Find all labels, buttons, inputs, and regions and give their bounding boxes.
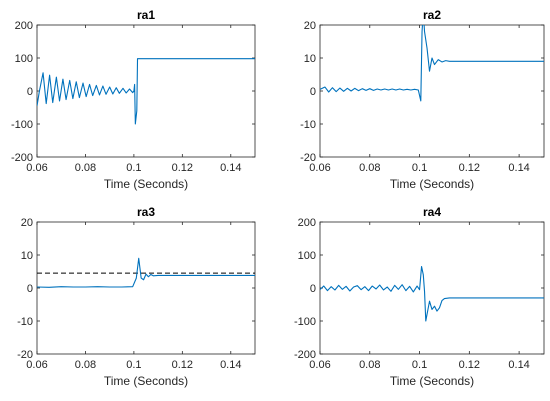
y-tick-label: 10 bbox=[304, 53, 316, 65]
series-line bbox=[320, 265, 544, 322]
axes-box bbox=[36, 24, 256, 158]
y-tick-label: 0 bbox=[310, 283, 316, 295]
x-axis-label: Time (Seconds) bbox=[390, 374, 474, 388]
x-tick-label: 0.12 bbox=[172, 162, 193, 174]
y-tick-label: -200 bbox=[11, 152, 33, 164]
series-line bbox=[37, 257, 255, 288]
y-tick-label: 10 bbox=[21, 250, 33, 262]
x-axis-label: Time (Seconds) bbox=[104, 374, 188, 388]
x-tick-label: 0.14 bbox=[508, 162, 529, 174]
y-tick-label: 0 bbox=[310, 86, 316, 98]
x-tick-label: 0.08 bbox=[75, 359, 96, 371]
x-tick-label: 0.06 bbox=[26, 359, 47, 371]
y-tick-label: 20 bbox=[304, 20, 316, 32]
chart-title: ra1 bbox=[137, 8, 155, 22]
x-tick-label: 0.06 bbox=[26, 162, 47, 174]
x-tick-label: 0.14 bbox=[220, 162, 241, 174]
x-tick-label: 0.1 bbox=[412, 162, 427, 174]
x-tick-label: 0.14 bbox=[220, 359, 241, 371]
axes-box bbox=[319, 221, 545, 355]
y-tick-label: -200 bbox=[294, 349, 316, 361]
subplot-ra1: ra1 0.06 0.08 0.1 0.12 0.14 -200 -100 0 100 200 Tim… bbox=[11, 8, 256, 191]
subplot-ra3: ra3 0.06 0.08 0.1 0.12 0.14 -20 -10 0 10 20 Time (S… bbox=[17, 205, 256, 388]
y-tick-label: 200 bbox=[298, 217, 316, 229]
chart-title: ra3 bbox=[137, 205, 155, 219]
x-tick-label: 0.06 bbox=[309, 162, 330, 174]
x-tick-label: 0.1 bbox=[126, 162, 141, 174]
chart-title: ra2 bbox=[423, 8, 441, 22]
x-tick-label: 0.1 bbox=[412, 359, 427, 371]
axes-box bbox=[319, 24, 545, 158]
y-tick-label: 0 bbox=[27, 86, 33, 98]
y-tick-label: 100 bbox=[298, 250, 316, 262]
x-tick-label: 0.12 bbox=[172, 359, 193, 371]
x-tick-label: 0.14 bbox=[508, 359, 529, 371]
y-tick-label: 20 bbox=[21, 217, 33, 229]
x-tick-label: 0.12 bbox=[459, 162, 480, 174]
y-tick-label: -10 bbox=[300, 119, 316, 131]
x-tick-label: 0.08 bbox=[359, 162, 380, 174]
subplot-ra4: ra4 0.06 0.08 0.1 0.12 0.14 -200 -100 0 100 200 Tim… bbox=[294, 205, 545, 388]
x-tick-label: 0.12 bbox=[459, 359, 480, 371]
x-axis-label: Time (Seconds) bbox=[104, 177, 188, 191]
y-tick-label: -20 bbox=[17, 349, 33, 361]
x-tick-label: 0.08 bbox=[75, 162, 96, 174]
axes-box bbox=[36, 221, 256, 355]
y-tick-label: 0 bbox=[27, 283, 33, 295]
x-tick-label: 0.1 bbox=[126, 359, 141, 371]
y-tick-label: -10 bbox=[17, 316, 33, 328]
x-tick-label: 0.08 bbox=[359, 359, 380, 371]
y-tick-label: 200 bbox=[15, 20, 33, 32]
chart-title: ra4 bbox=[423, 205, 441, 219]
y-tick-label: -100 bbox=[11, 119, 33, 131]
series-line bbox=[320, 25, 544, 102]
y-tick-label: 100 bbox=[15, 53, 33, 65]
x-axis-label: Time (Seconds) bbox=[390, 177, 474, 191]
y-tick-label: -20 bbox=[300, 152, 316, 164]
x-tick-label: 0.06 bbox=[309, 359, 330, 371]
subplot-ra2: ra2 0.06 0.08 0.1 0.12 0.14 -20 -10 0 10 20 Time (S… bbox=[300, 8, 545, 191]
y-tick-label: -100 bbox=[294, 316, 316, 328]
series-line bbox=[37, 58, 255, 125]
